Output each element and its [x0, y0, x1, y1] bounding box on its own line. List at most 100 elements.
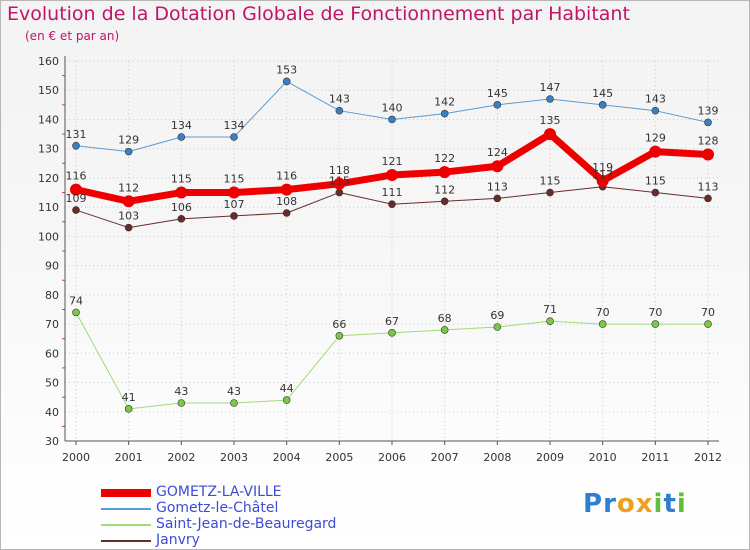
data-label: 43 — [227, 385, 241, 398]
data-label: 44 — [280, 382, 294, 395]
legend-label: Saint-Jean-de-Beauregard — [156, 516, 337, 532]
data-label: 43 — [174, 385, 188, 398]
legend-swatch — [101, 508, 151, 510]
logo-letter: o — [616, 489, 636, 519]
x-tick-label: 2003 — [220, 451, 248, 464]
data-point — [649, 145, 662, 158]
x-tick-label: 2008 — [483, 451, 511, 464]
data-label: 116 — [66, 170, 87, 183]
data-point — [440, 326, 449, 334]
data-label: 145 — [487, 87, 508, 100]
data-point — [704, 118, 712, 127]
data-point — [177, 133, 186, 141]
data-point — [491, 160, 504, 173]
data-label: 131 — [66, 128, 87, 141]
y-tick-label: 120 — [38, 172, 59, 185]
x-tick-label: 2007 — [431, 451, 459, 464]
logo-letter: i — [653, 489, 664, 519]
data-label: 128 — [698, 135, 719, 148]
data-label: 115 — [224, 173, 245, 186]
data-point — [124, 147, 133, 156]
data-label: 119 — [592, 161, 613, 174]
data-point — [544, 128, 556, 141]
data-point — [546, 188, 554, 197]
series-saint-jean-de-beauregard — [72, 308, 712, 413]
data-point — [493, 101, 502, 109]
data-point — [335, 188, 344, 197]
legend-swatch — [101, 489, 151, 497]
y-tick-label: 160 — [38, 55, 59, 68]
data-point — [282, 77, 291, 86]
data-label: 143 — [645, 93, 666, 106]
x-tick-label: 2009 — [536, 451, 564, 464]
data-point — [72, 308, 80, 317]
x-tick-label: 2005 — [325, 451, 353, 464]
data-point — [388, 115, 396, 124]
y-tick-label: 140 — [38, 113, 59, 126]
data-point — [598, 320, 607, 328]
data-point — [386, 169, 398, 181]
data-point — [438, 166, 451, 179]
data-label: 143 — [329, 93, 350, 106]
data-point — [440, 109, 449, 118]
legend-label: GOMETZ-LA-VILLE — [156, 484, 282, 500]
data-point — [177, 215, 186, 223]
data-label: 108 — [276, 195, 297, 208]
data-label: 71 — [543, 303, 557, 316]
data-point — [72, 141, 80, 150]
data-point — [493, 194, 502, 203]
data-point — [72, 206, 80, 214]
y-tick-label: 50 — [45, 377, 59, 390]
data-point — [177, 399, 186, 407]
data-label: 113 — [698, 180, 719, 193]
data-label: 66 — [332, 318, 346, 331]
data-point — [333, 177, 346, 190]
x-tick-label: 2010 — [589, 451, 617, 464]
data-point — [546, 317, 554, 325]
data-label: 70 — [596, 306, 610, 319]
data-label: 134 — [171, 119, 192, 132]
data-point — [175, 186, 188, 199]
y-tick-label: 110 — [38, 201, 59, 214]
data-point — [704, 194, 712, 203]
y-tick-label: 30 — [45, 435, 59, 448]
data-point — [388, 200, 396, 209]
data-label: 41 — [122, 391, 136, 404]
y-tick-label: 130 — [38, 143, 59, 156]
data-point — [440, 197, 449, 206]
data-label: 111 — [382, 186, 403, 199]
x-tick-label: 2001 — [115, 451, 143, 464]
data-label: 129 — [118, 134, 139, 147]
series-gometz-le-ch-tel — [72, 77, 712, 156]
data-label: 142 — [434, 96, 455, 109]
data-label: 129 — [645, 132, 666, 145]
legend-label: Gometz-le-Châtel — [156, 500, 279, 516]
data-point — [280, 183, 293, 196]
data-point — [230, 212, 238, 220]
data-label: 139 — [698, 104, 719, 117]
axes: 30 40 50 60 70 80 90 100 110 120 130 140 150 160 2000 2… — [38, 55, 722, 464]
data-point — [493, 323, 502, 331]
data-point — [702, 148, 714, 161]
data-label: 116 — [276, 170, 297, 183]
data-labels: 109 103 106 107 108 115 111 112 113 115 117 115 113 7… — [66, 63, 719, 403]
data-point — [282, 209, 291, 217]
data-point — [70, 183, 82, 196]
data-label: 103 — [118, 210, 139, 223]
legend-swatch — [101, 540, 151, 542]
grid — [65, 60, 719, 441]
data-label: 67 — [385, 315, 399, 328]
data-label: 106 — [171, 201, 192, 214]
data-label: 140 — [382, 101, 403, 114]
chart-subtitle: (en € et par an) — [25, 29, 120, 43]
data-label: 68 — [438, 312, 452, 325]
legend-label: Janvry — [156, 532, 200, 548]
data-label: 122 — [434, 152, 455, 165]
series-gometz-la-ville — [70, 128, 714, 208]
data-label: 115 — [645, 175, 666, 188]
data-label: 124 — [487, 146, 508, 159]
data-point — [228, 186, 240, 199]
data-label: 69 — [490, 309, 504, 322]
